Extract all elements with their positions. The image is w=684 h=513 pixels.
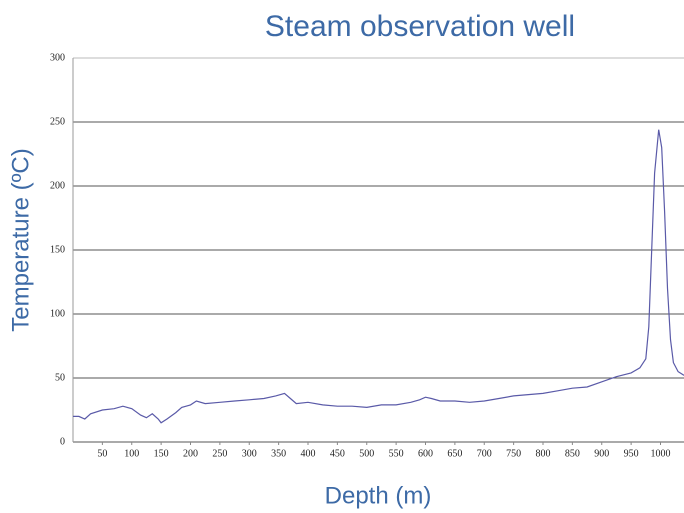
x-tick-label: 300 (242, 448, 257, 459)
y-axis-label: Temperature (ºC) (7, 148, 34, 331)
x-tick-label: 500 (359, 448, 374, 459)
y-tick-label: 300 (50, 52, 65, 63)
x-tick-label: 150 (154, 448, 169, 459)
x-tick-label: 750 (506, 448, 521, 459)
y-tick-label: 100 (50, 308, 65, 319)
x-tick-label: 850 (565, 448, 580, 459)
y-tick-label: 150 (50, 244, 65, 255)
x-tick-label: 400 (301, 448, 316, 459)
y-tick-label: 250 (50, 116, 65, 127)
x-tick-label: 100 (124, 448, 139, 459)
x-tick-label: 50 (97, 448, 107, 459)
x-tick-label: 350 (271, 448, 286, 459)
x-tick-label: 550 (389, 448, 404, 459)
y-tick-label: 50 (55, 372, 65, 383)
x-tick-label: 1000 (651, 448, 671, 459)
x-tick-label: 600 (418, 448, 433, 459)
chart-title: Steam observation well (265, 10, 575, 43)
x-tick-label: 800 (536, 448, 551, 459)
x-tick-label: 200 (183, 448, 198, 459)
data-line (73, 129, 684, 424)
y-tick-label: 0 (60, 436, 65, 447)
x-tick-label: 950 (624, 448, 639, 459)
y-tick-label: 200 (50, 180, 65, 191)
x-tick-label: 250 (212, 448, 227, 459)
x-axis-label: Depth (m) (325, 482, 432, 509)
x-tick-label: 700 (477, 448, 492, 459)
x-tick-label: 900 (594, 448, 609, 459)
x-tick-label: 450 (330, 448, 345, 459)
x-tick-label: 650 (447, 448, 462, 459)
